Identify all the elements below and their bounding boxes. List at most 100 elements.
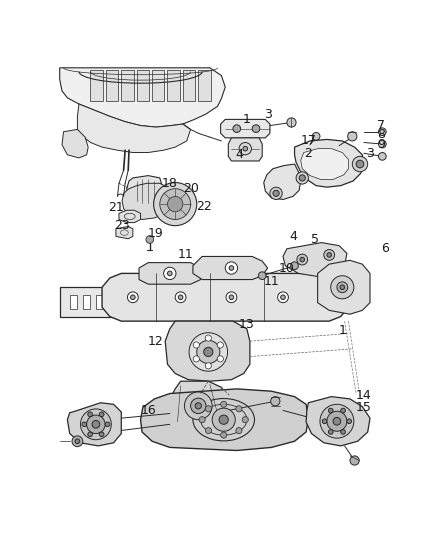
Polygon shape xyxy=(141,389,308,450)
Text: 11: 11 xyxy=(264,274,279,288)
Circle shape xyxy=(296,172,308,184)
Circle shape xyxy=(131,295,135,300)
Circle shape xyxy=(378,140,386,148)
Circle shape xyxy=(243,147,247,151)
Polygon shape xyxy=(70,295,78,309)
Polygon shape xyxy=(122,183,171,220)
Polygon shape xyxy=(96,295,103,309)
Circle shape xyxy=(197,341,220,364)
Circle shape xyxy=(347,419,352,424)
Circle shape xyxy=(146,236,154,244)
Circle shape xyxy=(221,432,227,438)
Circle shape xyxy=(291,262,298,270)
Circle shape xyxy=(281,295,285,300)
Circle shape xyxy=(81,409,111,440)
Circle shape xyxy=(189,333,228,371)
Text: 2: 2 xyxy=(304,147,312,160)
Circle shape xyxy=(341,408,346,413)
Polygon shape xyxy=(301,149,349,180)
Text: 11: 11 xyxy=(177,248,193,261)
Polygon shape xyxy=(318,260,370,314)
Polygon shape xyxy=(121,70,134,101)
Circle shape xyxy=(160,189,191,220)
Circle shape xyxy=(331,276,354,299)
Text: 10: 10 xyxy=(279,262,295,275)
Text: 7: 7 xyxy=(377,119,385,132)
Text: 5: 5 xyxy=(311,233,318,246)
Circle shape xyxy=(199,417,205,423)
Circle shape xyxy=(226,292,237,303)
Circle shape xyxy=(337,282,348,293)
Circle shape xyxy=(229,295,234,300)
Circle shape xyxy=(225,262,237,274)
Circle shape xyxy=(92,421,100,428)
Circle shape xyxy=(88,412,92,417)
Circle shape xyxy=(327,411,347,431)
Text: 14: 14 xyxy=(356,389,372,401)
Polygon shape xyxy=(60,287,125,317)
Circle shape xyxy=(175,292,186,303)
Text: 8: 8 xyxy=(377,128,385,141)
Circle shape xyxy=(340,285,345,289)
Circle shape xyxy=(333,417,341,425)
Circle shape xyxy=(99,432,104,437)
Polygon shape xyxy=(67,403,121,446)
Circle shape xyxy=(348,132,357,141)
Circle shape xyxy=(105,422,110,426)
Polygon shape xyxy=(170,381,227,429)
Polygon shape xyxy=(221,119,270,138)
Circle shape xyxy=(328,430,333,434)
Circle shape xyxy=(217,342,223,348)
Text: 20: 20 xyxy=(184,182,199,195)
Text: 12: 12 xyxy=(148,335,164,348)
Circle shape xyxy=(350,456,359,465)
Circle shape xyxy=(205,363,212,369)
Circle shape xyxy=(236,406,242,412)
Polygon shape xyxy=(83,295,91,309)
Text: 22: 22 xyxy=(196,200,212,213)
Polygon shape xyxy=(119,210,141,223)
Polygon shape xyxy=(167,70,180,101)
Circle shape xyxy=(205,427,212,434)
Polygon shape xyxy=(228,138,262,161)
Circle shape xyxy=(297,254,307,265)
Text: 6: 6 xyxy=(381,243,389,255)
Text: 3: 3 xyxy=(366,147,374,160)
Text: 4: 4 xyxy=(289,230,297,243)
Polygon shape xyxy=(116,227,133,239)
Text: 17: 17 xyxy=(300,134,316,148)
Circle shape xyxy=(127,292,138,303)
Text: 16: 16 xyxy=(140,404,156,417)
Polygon shape xyxy=(294,140,364,187)
Text: 13: 13 xyxy=(239,318,254,330)
Polygon shape xyxy=(165,321,250,381)
Circle shape xyxy=(167,196,183,212)
Circle shape xyxy=(236,427,242,434)
Circle shape xyxy=(193,356,199,362)
Circle shape xyxy=(320,405,354,438)
Circle shape xyxy=(324,249,335,260)
Polygon shape xyxy=(193,256,268,280)
Circle shape xyxy=(252,125,260,133)
Circle shape xyxy=(356,160,364,168)
Text: 15: 15 xyxy=(356,401,372,414)
Circle shape xyxy=(75,439,80,443)
Circle shape xyxy=(212,408,235,431)
Circle shape xyxy=(99,412,104,417)
Polygon shape xyxy=(102,273,349,321)
Circle shape xyxy=(82,422,87,426)
Circle shape xyxy=(312,133,320,140)
Text: 1: 1 xyxy=(243,113,251,126)
Polygon shape xyxy=(306,397,370,446)
Polygon shape xyxy=(183,70,195,101)
Polygon shape xyxy=(91,70,103,101)
Circle shape xyxy=(221,401,227,407)
Circle shape xyxy=(242,417,248,423)
Polygon shape xyxy=(106,70,118,101)
Polygon shape xyxy=(283,243,347,277)
Circle shape xyxy=(205,406,212,412)
Circle shape xyxy=(205,335,212,341)
Text: 21: 21 xyxy=(108,201,124,214)
Circle shape xyxy=(300,257,304,262)
Circle shape xyxy=(287,118,296,127)
